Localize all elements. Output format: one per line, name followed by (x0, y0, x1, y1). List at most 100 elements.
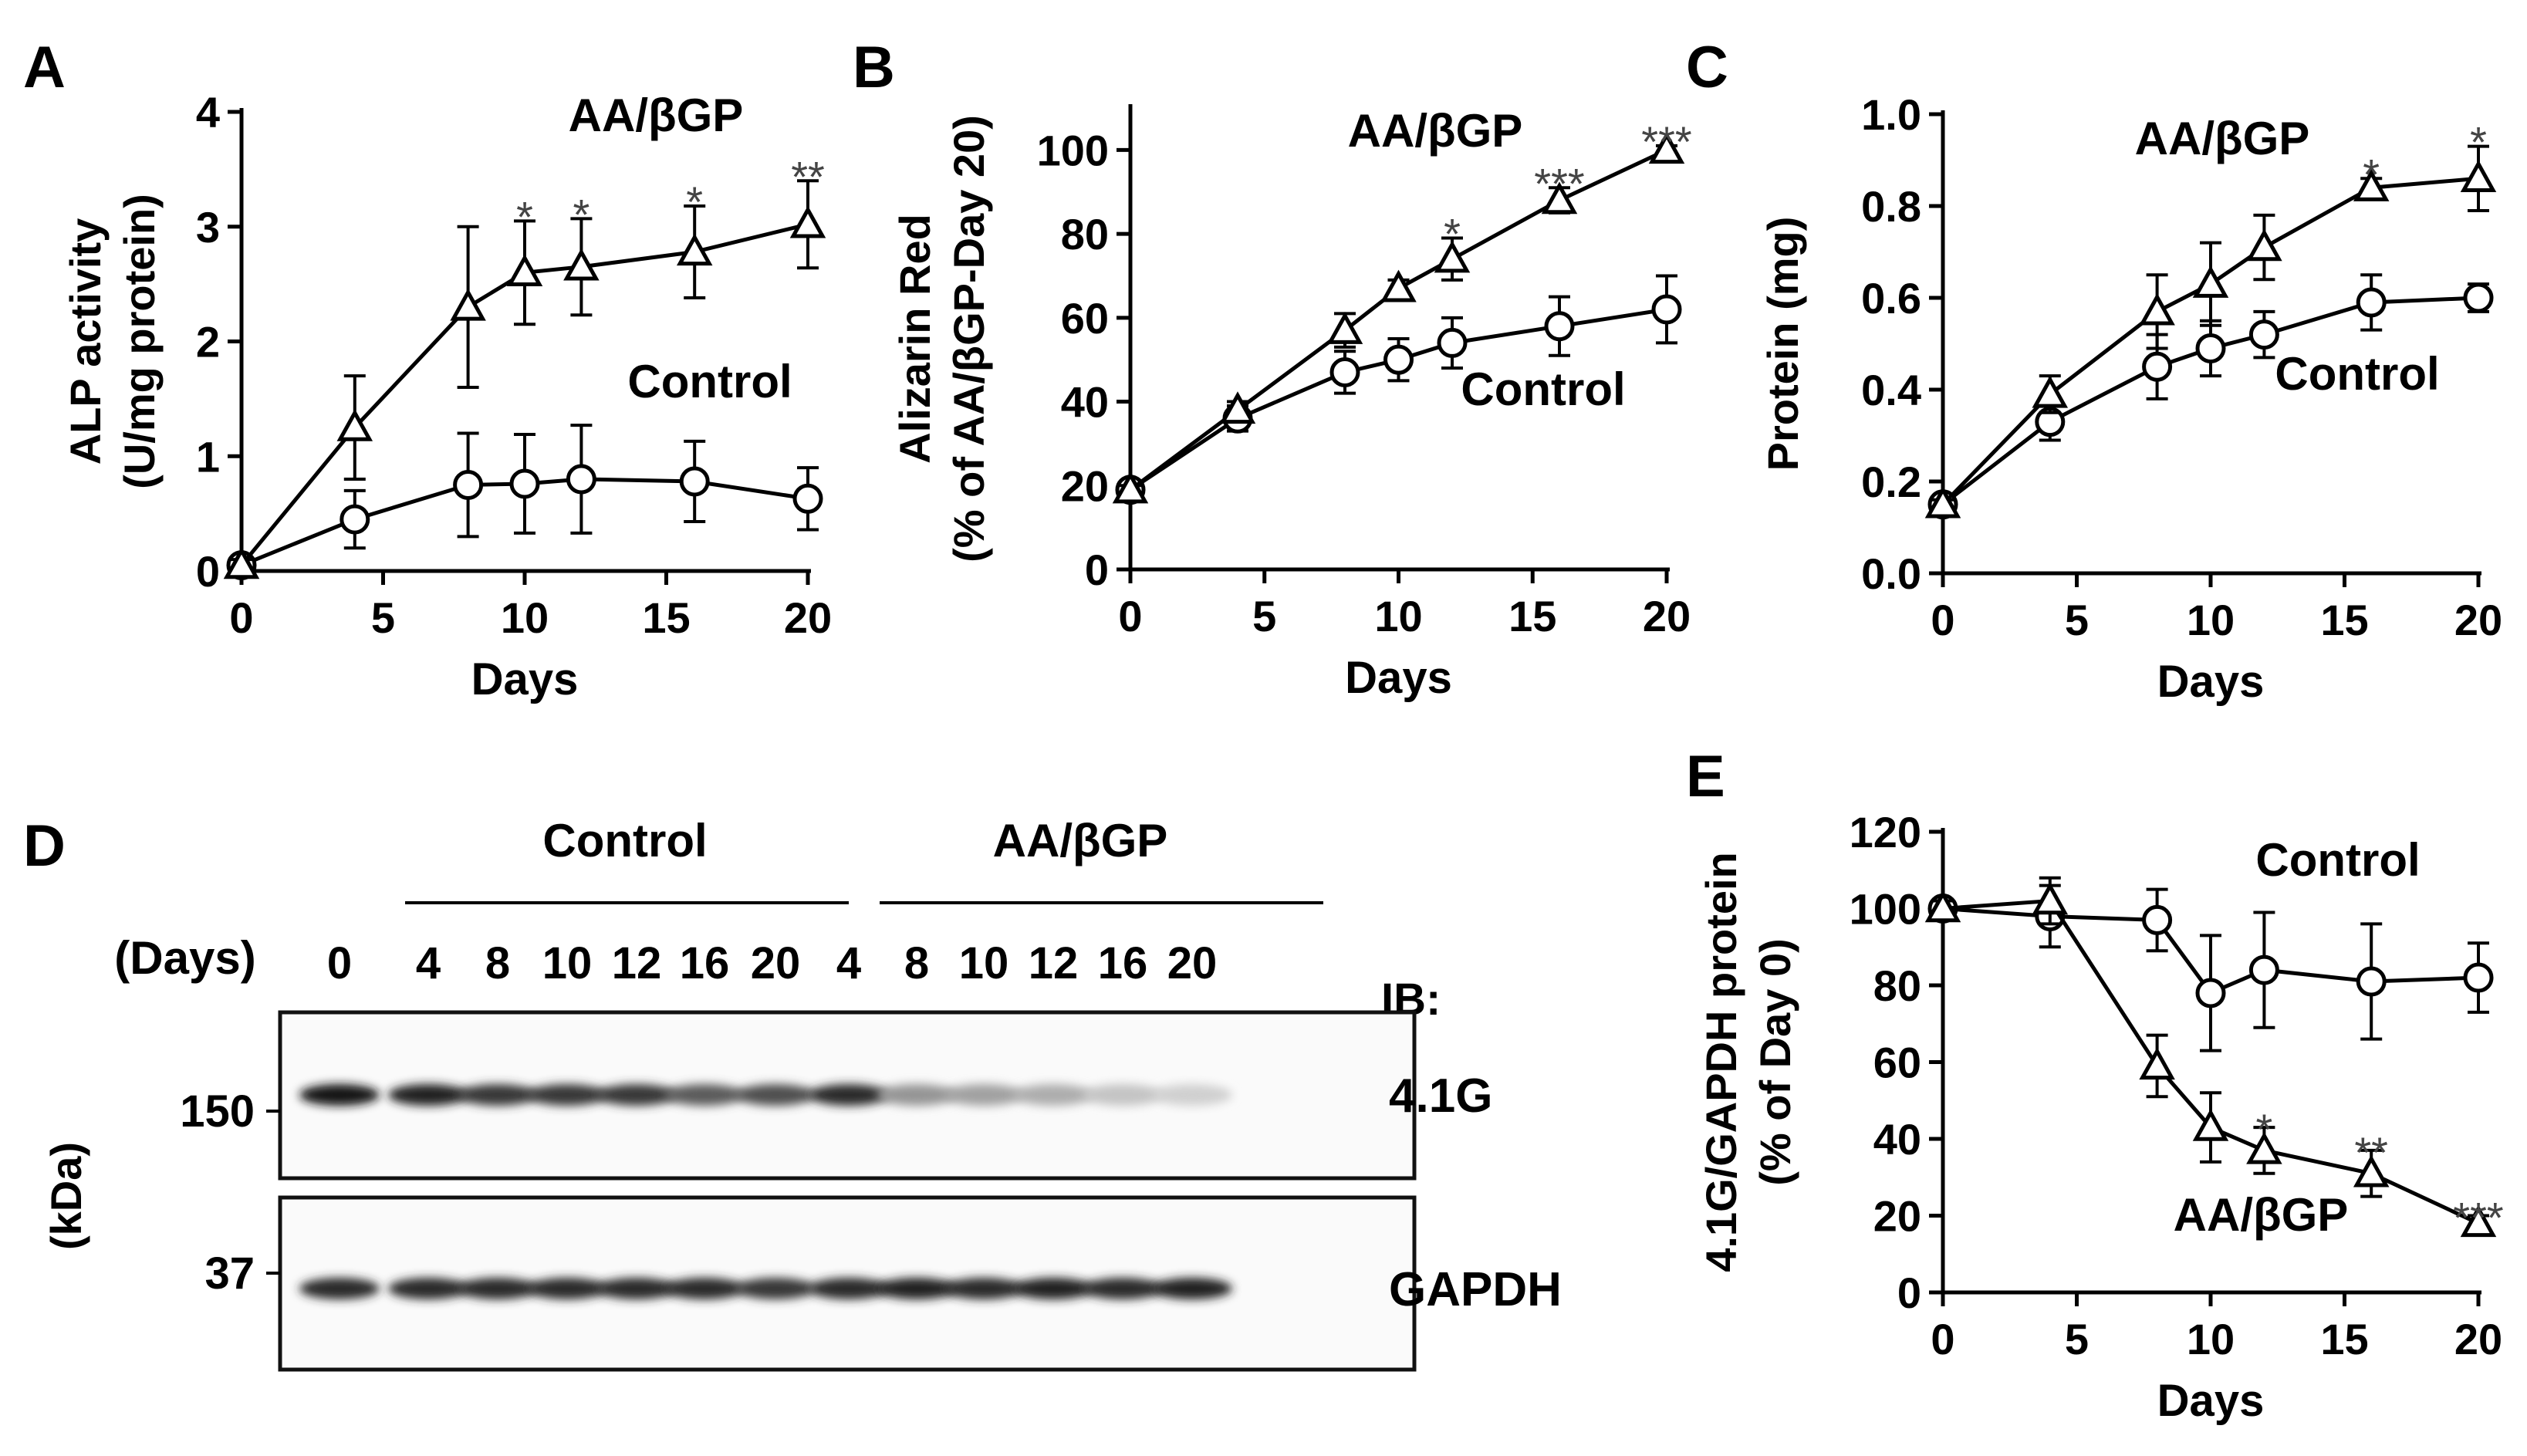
y-axis-label: Protein (mg) (1758, 217, 1807, 471)
significance-stars: * (2256, 1105, 2273, 1154)
series-line (1129, 148, 1668, 492)
y-tick-label: 60 (1873, 1039, 1921, 1087)
panel-letter-e: E (1686, 744, 1725, 809)
x-tick-label: 15 (1508, 592, 1556, 640)
blot-band (1152, 1084, 1232, 1106)
y-tick-label: 0.2 (1861, 458, 1921, 506)
protein-label: GAPDH (1389, 1263, 1562, 1316)
blot-band (299, 1278, 380, 1299)
panel-letter-c: C (1686, 35, 1728, 100)
blot-band (1083, 1084, 1163, 1106)
blot-band (388, 1084, 468, 1106)
x-tick-label: 20 (2454, 596, 2502, 644)
significance-stars: * (2470, 118, 2487, 167)
data-point-triangle (2246, 1131, 2282, 1164)
y-tick-label: 120 (1850, 808, 1921, 856)
y-tick-label: 100 (1037, 126, 1109, 174)
y-axis-label: (U/mg protein) (115, 194, 164, 489)
x-tick-label: 15 (642, 593, 690, 642)
data-point-circle (2142, 351, 2173, 382)
x-tick-label: 10 (2187, 596, 2235, 644)
panel-letter-b: B (853, 35, 895, 100)
x-axis-label: Days (471, 654, 579, 704)
blot-band (809, 1278, 889, 1299)
y-axis-label: ALP activity (61, 218, 110, 465)
data-point-circle (2463, 282, 2494, 313)
data-point-triangle (676, 233, 713, 266)
y-tick-label: 1.0 (1861, 90, 1921, 139)
x-tick-label: 15 (2320, 1315, 2368, 1363)
blot-band (1083, 1278, 1163, 1299)
kda-label: (kDa) (42, 1142, 90, 1250)
significance-stars: * (1444, 210, 1461, 258)
x-axis-label: Days (2157, 1376, 2265, 1426)
significance-stars: ** (791, 152, 825, 201)
data-point-circle (509, 468, 540, 499)
data-point-circle (1383, 344, 1414, 375)
data-point-circle (340, 504, 370, 535)
x-tick-label: 0 (229, 593, 253, 642)
y-tick-label: 3 (196, 203, 220, 252)
data-point-triangle (2139, 292, 2175, 326)
data-point-circle (2195, 333, 2226, 363)
blot-band (664, 1278, 745, 1299)
data-point-triangle (2192, 1108, 2229, 1141)
significance-stars: *** (2453, 1194, 2503, 1242)
series-label-aa-bgp: AA/βGP (2135, 113, 2310, 164)
data-point-triangle (450, 288, 486, 321)
data-point-circle (453, 469, 484, 500)
blot-band (944, 1084, 1024, 1106)
data-point-triangle (2192, 265, 2229, 298)
data-point-circle (792, 483, 823, 514)
mw-marker-label: 150 (180, 1086, 255, 1137)
y-tick-label: 60 (1061, 294, 1109, 343)
blot-band (735, 1278, 816, 1299)
chart-panel-a: 0 5 10 15 20 0 1 2 3 4 Days ALP activity (U/mg prote… (61, 88, 832, 704)
blot-band (458, 1278, 538, 1299)
blot-band (527, 1278, 607, 1299)
blot-band (1152, 1278, 1232, 1299)
blot-band (944, 1278, 1024, 1299)
x-axis-label: Days (2157, 657, 2265, 707)
data-point-triangle (1434, 240, 1471, 273)
group-label-aa-bgp: AA/βGP (993, 815, 1168, 867)
blot-band (596, 1084, 677, 1106)
series-label-aa-bgp: AA/βGP (2174, 1189, 2349, 1241)
data-point-circle (2195, 978, 2226, 1008)
data-point-circle (1437, 327, 1468, 358)
lane-label: 10 (959, 938, 1009, 988)
chart-panel-e: 0 5 10 15 20 0 20 40 60 80 100 120 Days 4.1G/GAPDH pr… (1697, 808, 2504, 1426)
data-point-circle (1329, 356, 1360, 387)
data-point-circle (2463, 962, 2494, 993)
data-point-triangle (1112, 471, 1149, 504)
data-point-triangle (563, 248, 600, 281)
lane-label: 0 (327, 938, 352, 988)
y-tick-label: 0.8 (1861, 182, 1921, 231)
y-axis-label: Alizarin Red (890, 214, 939, 464)
chart-panel-b: 0 5 10 15 20 0 20 40 60 80 100 Days Alizarin Red (% o… (890, 104, 1692, 703)
blot-band (299, 1084, 380, 1106)
x-tick-label: 20 (784, 593, 832, 642)
data-point-triangle (336, 408, 373, 441)
data-point-circle (2356, 966, 2387, 997)
y-axis-label: (% of Day 0) (1751, 938, 1799, 1186)
lane-label: 8 (904, 938, 929, 988)
lane-label: 4 (416, 938, 441, 988)
significance-stars: *** (1641, 117, 1691, 166)
y-tick-label: 20 (1061, 461, 1109, 510)
x-tick-label: 20 (1643, 592, 1691, 640)
series-label-aa-bgp: AA/βGP (569, 90, 744, 141)
y-axis-label: 4.1G/GAPDH protein (1697, 852, 1745, 1272)
blot-band (877, 1084, 957, 1106)
lane-label: 16 (680, 938, 730, 988)
significance-stars: * (2363, 150, 2380, 198)
series-label-control: Control (2255, 834, 2420, 886)
y-tick-label: 40 (1061, 378, 1109, 427)
data-point-triangle (2246, 228, 2282, 262)
data-point-triangle (1326, 311, 1363, 344)
y-tick-label: 1 (196, 432, 220, 481)
x-tick-label: 10 (501, 593, 549, 642)
data-point-triangle (2460, 160, 2497, 192)
x-tick-label: 10 (2187, 1315, 2235, 1363)
data-point-circle (566, 464, 596, 495)
